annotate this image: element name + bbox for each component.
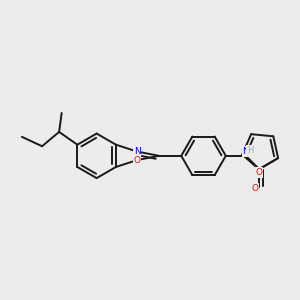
Text: O: O: [134, 156, 141, 165]
Text: O: O: [255, 168, 262, 177]
Text: N: N: [242, 147, 249, 156]
Text: H: H: [247, 146, 253, 154]
Text: N: N: [134, 147, 140, 156]
Text: O: O: [251, 184, 258, 193]
